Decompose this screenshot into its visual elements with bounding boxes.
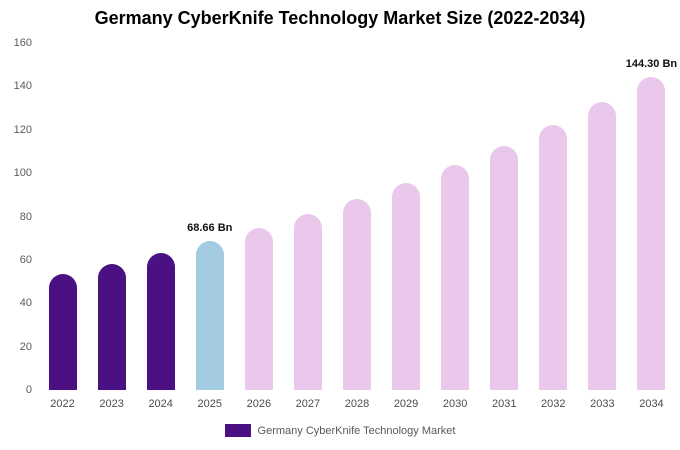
bar-2030[interactable] [441, 164, 470, 390]
legend-label: Germany CyberKnife Technology Market [257, 424, 456, 437]
bar-2028[interactable] [343, 199, 371, 390]
y-axis-tick-label: 60 [19, 253, 32, 266]
y-axis-tick-label: 100 [13, 167, 32, 180]
x-axis-tick-label: 2027 [295, 398, 321, 410]
x-axis-tick-label: 2032 [541, 398, 566, 410]
bar-2029[interactable] [392, 182, 421, 390]
legend-swatch [224, 424, 251, 437]
x-axis-tick-label: 2029 [393, 398, 419, 410]
x-axis-tick-label: 2026 [246, 398, 272, 410]
bar-2032[interactable] [539, 124, 568, 390]
bar-2024[interactable] [146, 252, 175, 390]
bar-value-label-2025: 68.66 Bn [187, 222, 233, 235]
bar-2031[interactable] [490, 145, 519, 390]
y-axis-tick-label: 80 [19, 210, 32, 223]
x-axis-tick-label: 2033 [590, 398, 615, 410]
bar-2022[interactable] [48, 273, 77, 390]
bar-2025[interactable] [195, 241, 224, 390]
bar-value-label-2034: 144.30 Bn [625, 58, 678, 71]
y-axis-tick-label: 20 [19, 340, 32, 353]
x-axis-tick-label: 2028 [344, 398, 370, 410]
bar-2033[interactable] [588, 101, 617, 390]
x-axis-tick-label: 2031 [491, 398, 517, 410]
y-axis-tick-label: 120 [13, 123, 32, 136]
bar-2023[interactable] [97, 263, 126, 390]
bar-2026[interactable] [244, 228, 273, 390]
legend: Germany CyberKnife Technology Market [0, 424, 680, 437]
plot-area: 0 20 40 60 80 100 120 140 160 2022 2023 2024 2025 202… [14, 37, 678, 410]
y-axis-tick-label: 160 [13, 37, 32, 49]
chart-title: Germany CyberKnife Technology Market Siz… [94, 8, 586, 28]
x-axis-tick-label: 2023 [99, 398, 124, 410]
bar-2027[interactable] [293, 214, 322, 390]
y-axis-tick-label: 0 [25, 384, 32, 396]
bar-2034[interactable] [637, 77, 666, 390]
y-axis-tick-label: 40 [19, 297, 32, 310]
x-axis-tick-label: 2024 [148, 398, 173, 410]
y-axis-tick-label: 140 [13, 80, 32, 93]
x-axis-tick-label: 2034 [639, 398, 664, 410]
x-axis-tick-label: 2025 [197, 398, 222, 410]
x-axis-tick-label: 2030 [442, 398, 468, 410]
x-axis-tick-label: 2022 [50, 398, 75, 410]
